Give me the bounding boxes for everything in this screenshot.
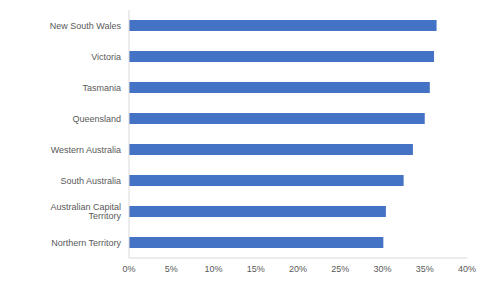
svg-text:0%: 0%: [122, 264, 135, 274]
svg-text:Western Australia: Western Australia: [51, 145, 121, 155]
svg-text:25%: 25%: [331, 264, 349, 274]
svg-text:30%: 30%: [373, 264, 391, 274]
svg-text:Northern Territory: Northern Territory: [51, 238, 121, 248]
svg-text:Tasmania: Tasmania: [82, 83, 121, 93]
svg-text:10%: 10%: [204, 264, 222, 274]
svg-text:20%: 20%: [289, 264, 307, 274]
svg-text:15%: 15%: [247, 264, 265, 274]
svg-text:5%: 5%: [165, 264, 178, 274]
svg-text:35%: 35%: [416, 264, 434, 274]
svg-text:Victoria: Victoria: [91, 52, 121, 62]
svg-text:New South Wales: New South Wales: [50, 21, 122, 31]
svg-text:40%: 40%: [458, 264, 476, 274]
svg-text:South Australia: South Australia: [60, 176, 121, 186]
svg-text:Queensland: Queensland: [72, 114, 121, 124]
svg-text:Australian CapitalTerritory: Australian CapitalTerritory: [50, 202, 121, 221]
